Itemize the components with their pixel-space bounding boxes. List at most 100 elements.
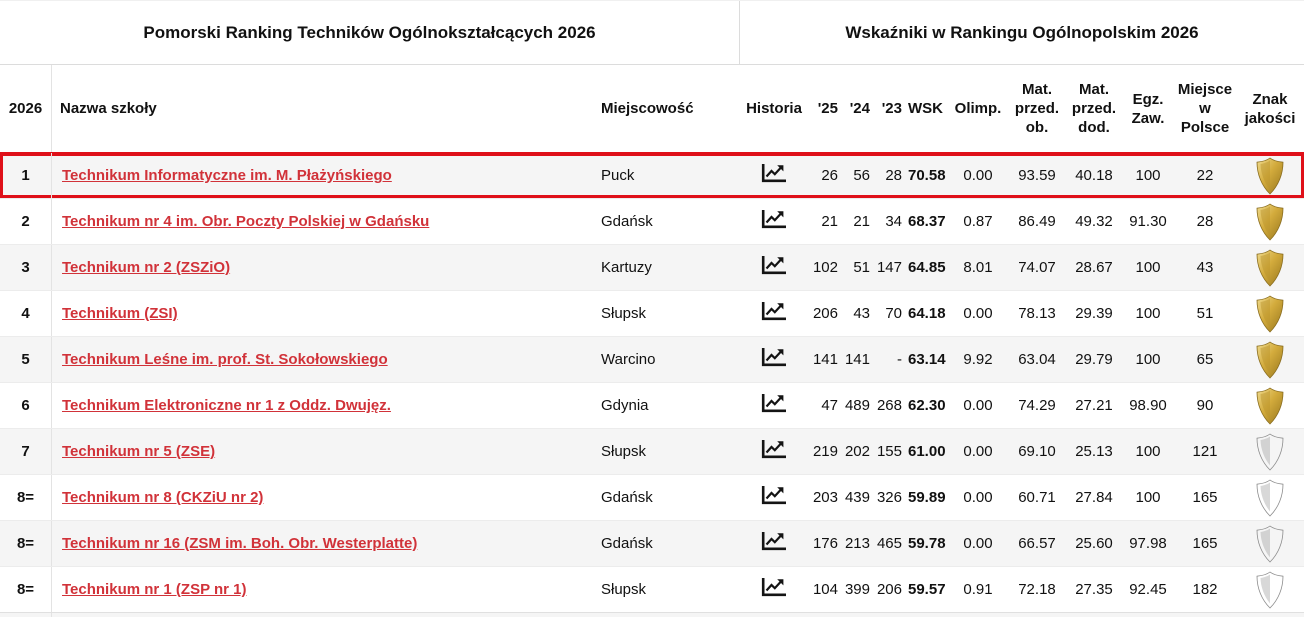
score-2025-cell: 47	[821, 397, 838, 414]
silver-shield-icon	[1256, 478, 1284, 517]
miejsce-cell: 90	[1196, 397, 1214, 414]
column-header-city: Miejscowość	[601, 100, 694, 117]
school-link[interactable]: Technikum nr 5 (ZSE)	[62, 443, 216, 460]
miejsce-cell: 43	[1196, 259, 1214, 276]
table-row: 6 Technikum Elektroniczne nr 1 z Oddz. D…	[0, 382, 1304, 428]
school-name-cell: Technikum Leśne im. prof. St. Sokołowski…	[52, 350, 598, 369]
rank-cell: 6	[0, 383, 52, 428]
history-cell	[740, 347, 808, 372]
rank-cell: 1	[0, 153, 52, 198]
mat-ob-cell: 66.57	[1018, 535, 1056, 552]
column-header-olimp: Olimp.	[954, 100, 1002, 117]
score-2023-cell: 206	[876, 581, 902, 598]
olimp-cell: 0.87	[963, 213, 993, 230]
line-chart-icon[interactable]	[761, 439, 787, 464]
column-header-wsk: WSK	[908, 100, 943, 117]
table-body: 1 Technikum Informatyczne im. M. Płażyńs…	[0, 152, 1304, 612]
mat-dod-cell: 29.39	[1075, 305, 1113, 322]
egz-zaw-cell: 97.98	[1129, 535, 1167, 552]
score-2024-cell: 489	[844, 397, 870, 414]
score-2024-cell: 399	[844, 581, 870, 598]
mat-ob-cell: 72.18	[1018, 581, 1056, 598]
school-link[interactable]: Technikum nr 1 (ZSP nr 1)	[62, 581, 247, 598]
city-cell: Gdańsk	[601, 489, 653, 506]
quality-badge-cell	[1236, 294, 1304, 333]
rank-cell: 8=	[0, 521, 52, 566]
line-chart-icon[interactable]	[761, 163, 787, 188]
score-2025-cell: 219	[812, 443, 838, 460]
quality-badge-cell	[1236, 156, 1304, 195]
city-cell: Słupsk	[601, 581, 647, 598]
olimp-cell: 0.00	[963, 397, 993, 414]
column-header-name: Nazwa szkoły	[60, 100, 157, 117]
city-cell: Puck	[601, 167, 635, 184]
score-2025-cell: 26	[821, 167, 838, 184]
line-chart-icon[interactable]	[761, 531, 787, 556]
mat-dod-cell: 25.13	[1075, 443, 1113, 460]
school-link[interactable]: Technikum nr 2 (ZSZiO)	[62, 259, 231, 276]
mat-dod-cell: 27.21	[1075, 397, 1113, 414]
school-link[interactable]: Technikum nr 8 (CKZiU nr 2)	[62, 489, 264, 506]
rank-cell: 2	[0, 199, 52, 244]
egz-zaw-cell: 91.30	[1129, 213, 1167, 230]
score-2023-cell: -	[897, 351, 902, 368]
silver-shield-icon	[1256, 524, 1284, 563]
line-chart-icon[interactable]	[761, 577, 787, 602]
mat-dod-cell: 40.18	[1075, 167, 1113, 184]
school-link[interactable]: Technikum nr 16 (ZSM im. Boh. Obr. Weste…	[62, 535, 418, 552]
quality-badge-cell	[1236, 386, 1304, 425]
score-2023-cell: 28	[885, 167, 902, 184]
line-chart-icon[interactable]	[761, 301, 787, 326]
history-cell	[740, 255, 808, 280]
egz-zaw-cell: 100	[1135, 167, 1161, 184]
school-name-cell: Technikum Elektroniczne nr 1 z Oddz. Dwu…	[52, 396, 598, 415]
score-2024-cell: 43	[853, 305, 870, 322]
mat-ob-cell: 93.59	[1018, 167, 1056, 184]
quality-badge-cell	[1236, 478, 1304, 517]
school-name-cell: Technikum nr 8 (CKZiU nr 2)	[52, 488, 598, 507]
egz-zaw-cell: 100	[1135, 351, 1161, 368]
miejsce-cell: 51	[1196, 305, 1214, 322]
gold-shield-icon	[1256, 202, 1284, 241]
line-chart-icon[interactable]	[761, 347, 787, 372]
egz-zaw-cell: 100	[1135, 259, 1161, 276]
school-name-cell: Technikum (ZSI)	[52, 304, 598, 323]
mat-dod-cell: 27.84	[1075, 489, 1113, 506]
wsk-cell: 64.85	[908, 259, 946, 276]
regional-ranking-title: Pomorski Ranking Techników Ogólnokształc…	[0, 1, 740, 64]
line-chart-icon[interactable]	[761, 485, 787, 510]
miejsce-cell: 165	[1192, 535, 1218, 552]
mat-dod-cell: 49.32	[1075, 213, 1113, 230]
gold-shield-icon	[1256, 156, 1284, 195]
mat-ob-cell: 60.71	[1018, 489, 1056, 506]
score-2023-cell: 326	[876, 489, 902, 506]
wsk-cell: 63.14	[908, 351, 946, 368]
school-link[interactable]: Technikum Informatyczne im. M. Płażyński…	[62, 167, 392, 184]
score-2023-cell: 268	[876, 397, 902, 414]
line-chart-icon[interactable]	[761, 393, 787, 418]
history-cell	[740, 485, 808, 510]
miejsce-cell: 121	[1192, 443, 1218, 460]
miejsce-cell: 65	[1196, 351, 1214, 368]
history-cell	[740, 577, 808, 602]
olimp-cell: 0.91	[963, 581, 993, 598]
school-link[interactable]: Technikum (ZSI)	[62, 305, 178, 322]
column-header-2025: '25	[817, 100, 838, 117]
line-chart-icon[interactable]	[761, 255, 787, 280]
school-link[interactable]: Technikum Elektroniczne nr 1 z Oddz. Dwu…	[62, 397, 391, 414]
wsk-cell: 61.00	[908, 443, 946, 460]
table-row: 8= Technikum nr 1 (ZSP nr 1) Słupsk 104 …	[0, 566, 1304, 612]
column-header-miejsce: Miejsce w Polsce	[1177, 81, 1233, 136]
gold-shield-icon	[1256, 248, 1284, 287]
line-chart-icon[interactable]	[761, 209, 787, 234]
rank-cell: 8=	[0, 475, 52, 520]
score-2025-cell: 102	[812, 259, 838, 276]
olimp-cell: 0.00	[963, 489, 993, 506]
school-link[interactable]: Technikum Leśne im. prof. St. Sokołowski…	[62, 351, 388, 368]
history-cell	[740, 439, 808, 464]
score-2025-cell: 206	[812, 305, 838, 322]
quality-badge-cell	[1236, 202, 1304, 241]
miejsce-cell: 22	[1196, 167, 1214, 184]
school-link[interactable]: Technikum nr 4 im. Obr. Poczty Polskiej …	[62, 213, 430, 230]
